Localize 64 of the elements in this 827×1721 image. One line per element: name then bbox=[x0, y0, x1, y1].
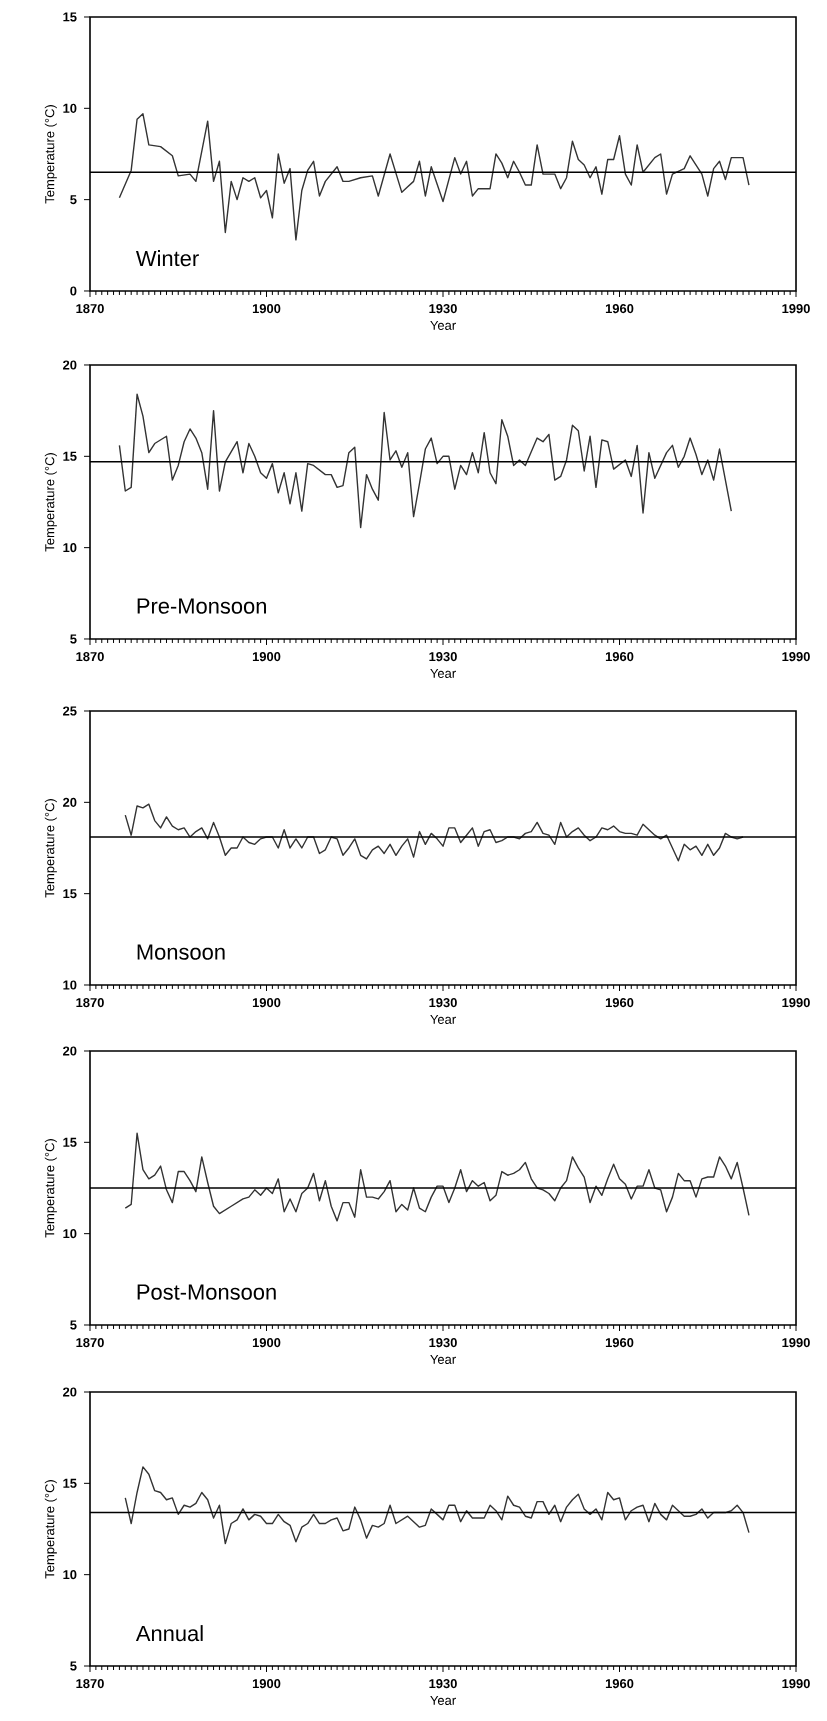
y-tick-label: 10 bbox=[63, 543, 77, 553]
y-tick-label: 5 bbox=[70, 195, 77, 205]
y-tick-label: 10 bbox=[63, 103, 77, 113]
x-tick-label: 1930 bbox=[429, 1338, 457, 1348]
y-tick-label: 5 bbox=[70, 1320, 77, 1330]
x-axis-title: Year bbox=[430, 1695, 456, 1705]
x-tick-label: 1960 bbox=[605, 1338, 634, 1348]
y-tick-label: 0 bbox=[70, 286, 77, 296]
y-axis-title: Temperature (°C) bbox=[44, 105, 57, 204]
x-tick-label: 1930 bbox=[429, 304, 457, 314]
y-tick-label: 10 bbox=[63, 1229, 77, 1239]
x-tick-label: 1960 bbox=[605, 998, 634, 1008]
annotation: Monsoon bbox=[137, 944, 225, 960]
x-tick-label: 1870 bbox=[76, 998, 104, 1008]
x-tick-label: 1900 bbox=[252, 1338, 281, 1348]
x-tick-label: 1900 bbox=[252, 304, 281, 314]
y-axis-title: Temperature (°C) bbox=[44, 799, 57, 898]
x-axis-title: Year bbox=[430, 320, 456, 330]
annotation: Winter bbox=[135, 250, 199, 267]
x-tick-label: 1900 bbox=[252, 1679, 281, 1689]
x-tick-label: 1930 bbox=[429, 1679, 457, 1689]
y-tick-label: 5 bbox=[70, 1661, 77, 1671]
y-axis-title: Temperature (°C) bbox=[44, 453, 57, 552]
x-tick-label: 1960 bbox=[605, 652, 634, 662]
x-tick-label: 1870 bbox=[76, 304, 104, 314]
y-tick-label: 5 bbox=[70, 634, 77, 644]
y-axis-title: Temperature (°C) bbox=[44, 1139, 57, 1238]
y-tick-label: 20 bbox=[63, 360, 77, 370]
x-tick-label: 1930 bbox=[429, 998, 457, 1008]
x-axis-title: Year bbox=[430, 1354, 456, 1364]
x-axis-title: Year bbox=[430, 668, 456, 678]
y-tick-label: 20 bbox=[63, 1387, 77, 1397]
line-series bbox=[124, 1132, 750, 1222]
x-axis-title: Year bbox=[430, 1014, 456, 1024]
annotation: Pre-Monsoon bbox=[137, 598, 266, 614]
y-tick-label: 20 bbox=[63, 797, 77, 807]
y-tick-label: 15 bbox=[63, 12, 77, 22]
x-tick-label: 1900 bbox=[252, 652, 281, 662]
y-tick-label: 10 bbox=[63, 980, 77, 990]
y-tick-label: 15 bbox=[63, 1137, 77, 1147]
x-tick-label: 1990 bbox=[782, 1338, 810, 1348]
y-tick-label: 15 bbox=[63, 451, 77, 461]
y-tick-label: 20 bbox=[63, 1046, 77, 1056]
line-series bbox=[118, 393, 732, 529]
line-series bbox=[118, 113, 750, 241]
y-tick-label: 15 bbox=[63, 889, 77, 899]
x-tick-label: 1870 bbox=[76, 652, 104, 662]
x-tick-label: 1900 bbox=[252, 998, 281, 1008]
x-tick-label: 1990 bbox=[782, 1679, 810, 1689]
x-tick-label: 1870 bbox=[76, 1338, 104, 1348]
x-tick-label: 1990 bbox=[782, 998, 810, 1008]
annotation: Post-Monsoon bbox=[137, 1284, 276, 1300]
x-tick-label: 1930 bbox=[429, 652, 457, 662]
x-tick-label: 1870 bbox=[76, 1679, 104, 1689]
y-axis-title: Temperature (°C) bbox=[44, 1480, 57, 1579]
annotation: Annual bbox=[135, 1625, 203, 1642]
y-tick-label: 15 bbox=[63, 1478, 77, 1488]
y-tick-label: 25 bbox=[63, 706, 77, 716]
x-tick-label: 1990 bbox=[782, 652, 810, 662]
x-tick-label: 1960 bbox=[605, 304, 634, 314]
x-tick-label: 1960 bbox=[605, 1679, 634, 1689]
y-tick-label: 10 bbox=[63, 1570, 77, 1580]
line-series bbox=[124, 803, 744, 862]
x-tick-label: 1990 bbox=[782, 304, 810, 314]
